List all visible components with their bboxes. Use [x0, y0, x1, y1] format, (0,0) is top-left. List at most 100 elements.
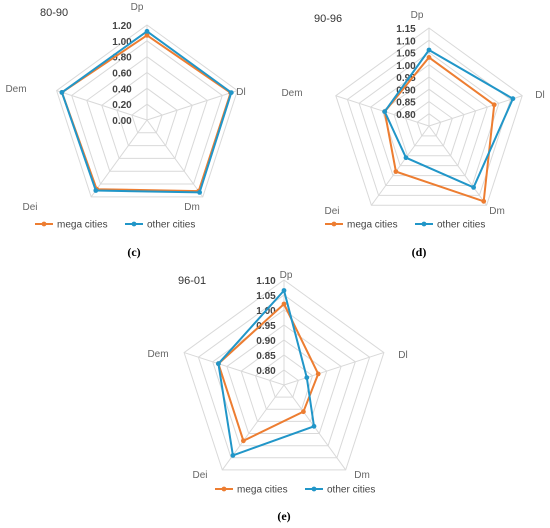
axis-label-dei: Dei — [192, 470, 207, 481]
tick-label: 1.05 — [256, 291, 276, 302]
grid-ring — [226, 324, 342, 434]
axis-label-dm: Dm — [184, 202, 200, 213]
axis-label-dp: Dp — [411, 10, 424, 21]
grid-spoke — [370, 125, 430, 206]
tick-label: 1.10 — [256, 276, 276, 287]
grid-ring — [56, 24, 238, 198]
data-point-other — [311, 423, 317, 429]
grid-ring — [183, 279, 385, 471]
grid-ring — [197, 294, 371, 459]
axis-label-dl: Dl — [398, 350, 407, 361]
axis-label-dem: Dem — [5, 84, 26, 95]
legend-label: mega cities — [347, 220, 398, 231]
grid-ring — [254, 354, 314, 410]
radar-panel-e: 96-01 (e) 0.800.850.900.951.001.051.10Dp… — [147, 270, 407, 523]
grid-ring — [71, 40, 223, 185]
data-point-other — [216, 361, 221, 367]
data-point-mega — [281, 301, 287, 307]
legend-marker — [221, 486, 227, 492]
grid-spoke — [283, 352, 385, 386]
axis-label-dm: Dm — [489, 206, 505, 217]
legend-label: mega cities — [237, 485, 288, 496]
grid-spoke — [428, 125, 488, 206]
tick-label: 0.80 — [396, 110, 416, 121]
axis-label-dem: Dem — [147, 349, 168, 360]
tick-label: 0.20 — [112, 100, 132, 111]
legend-marker — [131, 221, 137, 227]
grid-ring — [269, 369, 299, 398]
panel-caption: (d) — [412, 245, 427, 259]
panel-caption: (c) — [127, 245, 140, 259]
data-point-other — [382, 109, 388, 114]
axis-label-dl: Dl — [236, 87, 245, 98]
grid-ring — [116, 87, 178, 147]
tick-label: 0.90 — [396, 85, 416, 96]
tick-label: 0.80 — [112, 53, 132, 64]
grid-ring — [370, 64, 488, 177]
data-point-mega — [144, 32, 150, 38]
tick-label: 1.20 — [112, 21, 132, 32]
tick-label: 0.90 — [256, 336, 276, 347]
axis-label-dem: Dem — [281, 88, 302, 99]
axis-label-dm: Dm — [354, 470, 370, 481]
tick-label: 0.85 — [256, 351, 276, 362]
tick-label: 0.95 — [256, 321, 276, 332]
series-line-other — [60, 30, 233, 194]
axis-label-dei: Dei — [22, 202, 37, 213]
tick-label: 0.85 — [396, 98, 416, 109]
data-point-other — [471, 185, 476, 190]
tick-label: 1.15 — [396, 24, 416, 35]
grid-ring — [416, 113, 442, 137]
data-point-other — [281, 288, 287, 293]
grid-ring — [101, 71, 193, 159]
period-title: 90-96 — [314, 13, 342, 25]
data-point-mega — [241, 438, 246, 444]
panel-caption: (e) — [277, 509, 290, 523]
tick-label: 0.60 — [112, 69, 132, 80]
legend-marker — [331, 221, 337, 227]
data-point-other — [230, 453, 236, 458]
data-point-other — [304, 375, 310, 380]
legend-label: other cities — [327, 485, 375, 496]
grid-spoke — [90, 119, 148, 198]
data-point-other — [197, 190, 203, 195]
grid-ring — [405, 100, 453, 147]
grid-ring — [212, 309, 356, 447]
grid-ring — [131, 103, 163, 134]
series-line-mega — [217, 302, 320, 443]
grid-ring — [358, 51, 500, 186]
data-point-mega — [315, 371, 321, 377]
radar-panel-c: 80-90 (c) 0.00 0.20 0.40 0.60 0.80 1.00 1.20 Dp… — [5, 2, 245, 259]
grid-spoke — [146, 90, 238, 121]
grid-ring — [393, 88, 465, 157]
data-point-other — [510, 96, 516, 102]
axis-label-dp: Dp — [131, 2, 144, 13]
data-point-other — [403, 155, 409, 161]
grid-spoke — [183, 352, 285, 386]
axis-label-dl: Dl — [535, 90, 544, 101]
grid-ring — [86, 56, 208, 172]
axis-label-dp: Dp — [280, 270, 293, 281]
data-point-mega — [301, 409, 306, 415]
legend-label: mega cities — [57, 220, 108, 231]
data-point-mega — [491, 102, 497, 108]
data-point-other — [144, 28, 150, 34]
axis-label-dei: Dei — [324, 206, 339, 217]
grid-ring — [335, 27, 523, 206]
data-point-mega — [481, 198, 487, 204]
data-point-other — [426, 47, 432, 53]
legend-label: other cities — [437, 220, 485, 231]
radar-panel-d: 90-96 (d) 0.800.85 0.900.951.001.05 1.101.… — [281, 10, 544, 259]
tick-label: 0.80 — [256, 366, 276, 377]
tick-label: 1.00 — [396, 61, 416, 72]
grid-spoke — [428, 95, 523, 127]
series-line-other — [383, 48, 515, 189]
legend-label: other cities — [147, 220, 195, 231]
data-point-other — [59, 90, 65, 95]
tick-label: 0.00 — [112, 116, 132, 127]
legend-marker — [421, 221, 427, 227]
period-title: 80-90 — [40, 7, 68, 19]
data-point-mega — [393, 169, 399, 175]
tick-label: 0.95 — [396, 73, 416, 84]
